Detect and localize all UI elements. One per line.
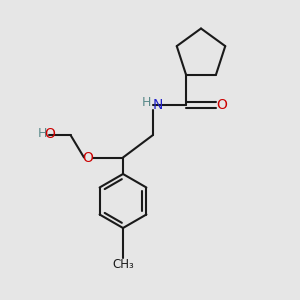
Text: N: N xyxy=(152,98,163,112)
Text: O: O xyxy=(45,128,56,141)
Text: H: H xyxy=(142,96,151,109)
Text: H: H xyxy=(37,127,47,140)
Text: CH₃: CH₃ xyxy=(112,258,134,271)
Text: O: O xyxy=(82,151,93,164)
Text: O: O xyxy=(217,98,227,112)
